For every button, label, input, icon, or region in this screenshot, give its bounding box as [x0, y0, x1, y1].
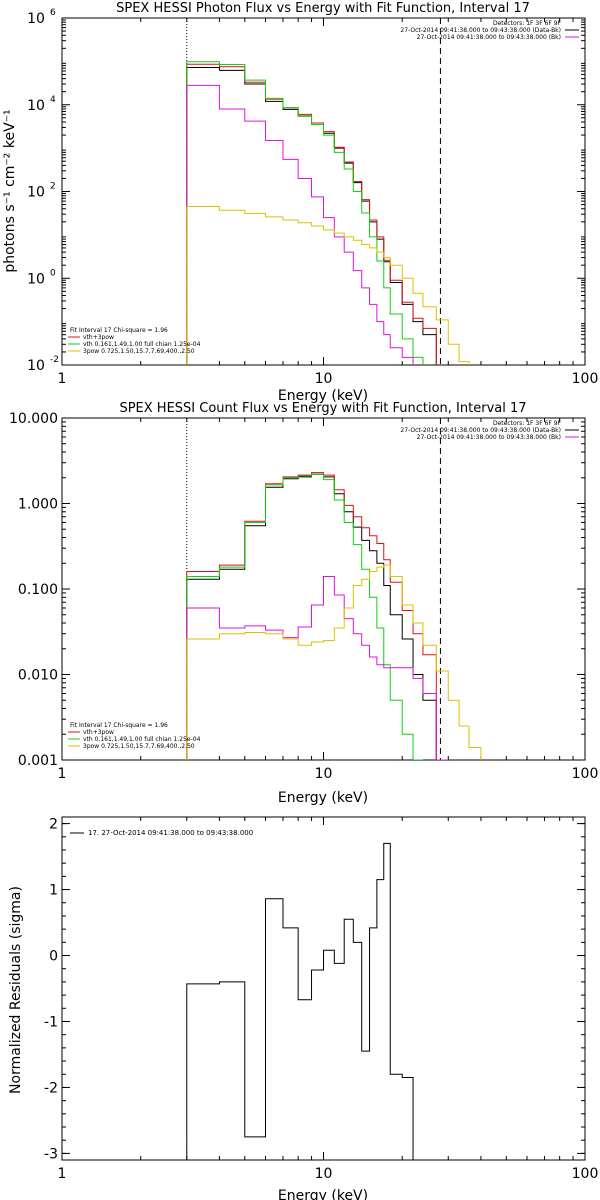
residuals-panel: Energy (keV) Normalized Residuals (sigma… [8, 816, 599, 1200]
y-tick-label: -2 [44, 1080, 58, 1096]
y-tick-label: 2 [49, 817, 58, 833]
y-axis-label: Normalized Residuals (sigma) [8, 886, 24, 1094]
x-tick-label: 100 [572, 766, 599, 782]
legend-text: 3pow 0.725,1.50,15.7,7.69,400.,2.50 [83, 348, 195, 355]
y-tick-exponent: -2 [50, 355, 59, 365]
y-tick-exponent: 2 [50, 182, 56, 192]
x-tick-label: 100 [572, 371, 599, 387]
y-axis-label: photons s⁻¹ cm⁻² keV⁻¹ [2, 109, 18, 272]
series-line [186, 564, 482, 760]
y-tick-label: 0 [49, 949, 58, 965]
x-axis-label: Energy (keV) [278, 790, 368, 806]
legend-text: vth+3pow [83, 729, 114, 736]
plot-area: 1 10 100 0.001 0.010 0.100 1.000 10.000 Detector… [9, 411, 598, 782]
x-axis-label: Energy (keV) [278, 388, 368, 404]
series-line [186, 67, 437, 365]
series-line [186, 576, 449, 760]
y-tick-label: 10 [27, 358, 45, 374]
y-tick-label: 10 [27, 185, 45, 201]
y-tick-exponent: 4 [50, 95, 56, 105]
series-line [186, 206, 470, 365]
legend-text: 27-Oct-2014 09:41:38.000 to 09:43:38.000… [417, 34, 561, 41]
y-tick-label: 10 [27, 98, 45, 114]
plot-frame [61, 816, 586, 1161]
x-tick-label: 10 [315, 371, 333, 387]
legend-text: 27-Oct-2014 09:41:38.000 to 09:43:38.000… [417, 434, 561, 441]
y-tick-label: -1 [44, 1014, 58, 1030]
y-tick-label: 1 [49, 883, 58, 899]
plot-frame [61, 17, 586, 366]
y-tick-exponent: 6 [50, 8, 56, 18]
panel-title: SPEX HESSI Photon Flux vs Energy with Fi… [116, 1, 530, 16]
legend-text: Detectors: 1F 3F 6F 9F [493, 420, 562, 427]
legend-text: 3pow 0.725,1.50,15.7,7.69,400.,2.50 [83, 743, 195, 750]
legend-text: 27-Oct-2014 09:41:38.000 to 09:43:38.000… [400, 27, 561, 34]
y-tick-label: 1.000 [18, 497, 58, 513]
legend-text: vth 0.161,1.49,1.00 full chian 1.25e-04 [83, 736, 201, 743]
count-flux-panel: SPEX HESSI Count Flux vs Energy with Fit… [9, 401, 598, 806]
x-tick-label: 10 [315, 1166, 333, 1182]
y-tick-label: -3 [44, 1146, 58, 1162]
photon-flux-panel: SPEX HESSI Photon Flux vs Energy with Fi… [2, 1, 598, 404]
panel-title: SPEX HESSI Count Flux vs Energy with Fit… [119, 401, 526, 416]
plot-area: 1 10 100 -3 -2 -1 0 1 2 17. 27-Oct-2014 09:41:38.… [44, 816, 599, 1182]
series-line [186, 84, 414, 365]
y-tick-label: 10.000 [9, 411, 58, 427]
x-tick-label: 100 [572, 1166, 599, 1182]
x-tick-label: 1 [58, 1166, 67, 1182]
legend-text: Detectors: 1F 3F 6F 9F [493, 20, 562, 27]
y-tick-label: 10 [27, 11, 45, 27]
x-tick-label: 1 [58, 766, 67, 782]
legend-text: vth 0.161,1.49,1.00 full chian 1.25e-04 [83, 341, 201, 348]
x-axis-label: Energy (keV) [278, 1188, 368, 1200]
y-tick-label: 0.010 [18, 668, 58, 684]
series-line [186, 61, 424, 365]
y-tick-label: 10 [27, 271, 45, 287]
series-line [186, 842, 414, 1160]
legend-text: 27-Oct-2014 09:41:38.000 to 09:43:38.000… [400, 427, 561, 434]
legend-text: vth+3pow [83, 334, 114, 341]
legend-text: Fit Interval 17 Chi-square = 1.96 [70, 722, 168, 729]
series-line [186, 473, 423, 760]
y-tick-label: 0.100 [18, 582, 58, 598]
y-tick-exponent: 0 [50, 268, 56, 278]
y-tick-label: 0.001 [18, 753, 58, 769]
legend-text: Fit Interval 17 Chi-square = 1.96 [70, 327, 168, 334]
legend-text: 17. 27-Oct-2014 09:41:38.000 to 09:43:38… [88, 829, 253, 837]
x-tick-label: 10 [315, 766, 333, 782]
x-tick-label: 1 [58, 371, 67, 387]
